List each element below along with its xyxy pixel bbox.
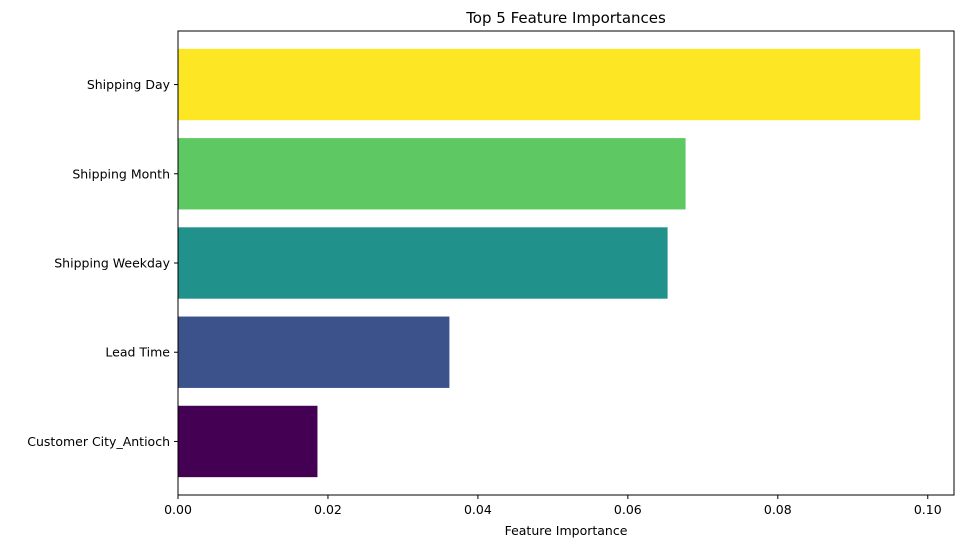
y-tick-label: Shipping Day [87,77,171,92]
y-tick-label: Lead Time [105,345,170,360]
bars-group [178,48,921,478]
x-tick-label: 0.00 [164,502,192,517]
x-tick-label: 0.08 [764,502,792,517]
chart-title: Top 5 Feature Importances [465,9,666,27]
bar-shipping-month [178,138,686,210]
x-tick-label: 0.10 [914,502,942,517]
x-tick-label: 0.02 [314,502,342,517]
bar-lead-time [178,316,450,388]
x-axis-label: Feature Importance [505,523,628,538]
x-axis-ticks: 0.00 0.02 0.04 0.06 0.08 0.10 [164,495,942,517]
x-tick-label: 0.06 [614,502,642,517]
y-axis-ticks: Shipping Day Shipping Month Shipping Weekd… [27,77,178,449]
bar-customer-city-antioch [178,405,318,478]
y-tick-label: Customer City_Antioch [27,434,170,449]
y-tick-label: Shipping Month [72,166,170,181]
x-tick-label: 0.04 [464,502,492,517]
bar-shipping-weekday [178,227,668,299]
y-tick-label: Shipping Weekday [54,256,170,271]
bar-shipping-day [178,48,921,121]
plot-frame [177,30,955,496]
